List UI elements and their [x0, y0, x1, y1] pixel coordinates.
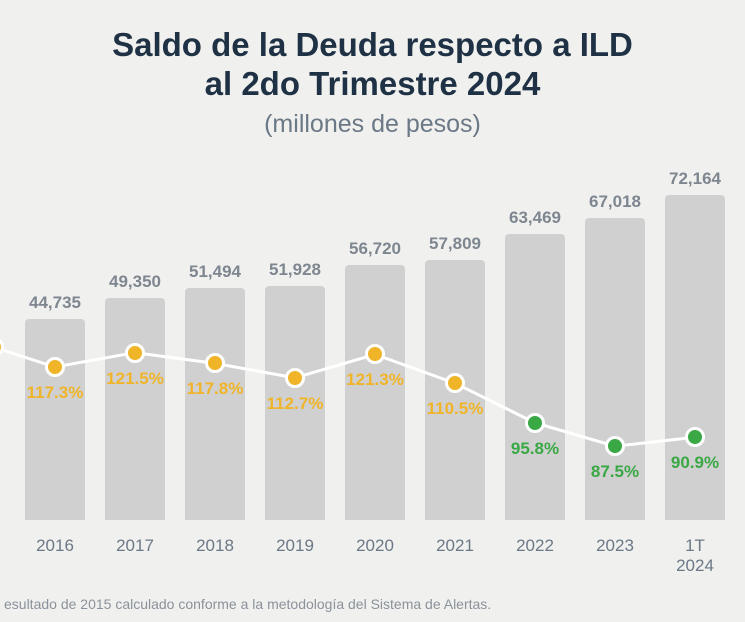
bar	[25, 319, 85, 520]
x-axis-label: 1T 2024	[670, 536, 720, 576]
chart-title-line1: Saldo de la Deuda respecto a ILD	[20, 26, 725, 65]
bar-value-label: 56,720	[349, 239, 401, 259]
bar-value-label: 63,469	[509, 208, 561, 228]
bar-value-label: 51,494	[189, 262, 241, 282]
x-axis-label: 2023	[596, 536, 634, 556]
bar-value-label: 49,350	[109, 272, 161, 292]
pct-label: 90.9%	[671, 453, 719, 473]
line-marker	[685, 427, 705, 447]
line-marker	[45, 357, 65, 377]
line-marker	[445, 373, 465, 393]
bar	[105, 298, 165, 520]
chart-area: 44,735 117.3% 49,350 121.5% 51,494 117.8% 51,9…	[0, 160, 745, 570]
x-axis-label: 2020	[356, 536, 394, 556]
bar-value-label: 72,164	[669, 169, 721, 189]
x-axis-label: 2019	[276, 536, 314, 556]
pct-label: 95.8%	[511, 439, 559, 459]
pct-label: 117.3%	[27, 383, 84, 403]
line-marker	[605, 436, 625, 456]
bar-value-label: 57,809	[429, 234, 481, 254]
line-marker	[205, 353, 225, 373]
chart-title-line2: al 2do Trimestre 2024	[20, 65, 725, 104]
bar-value-label: 67,018	[589, 192, 641, 212]
bar	[345, 265, 405, 520]
chart-subtitle: (millones de pesos)	[20, 110, 725, 139]
pct-label: 112.7%	[267, 394, 324, 414]
chart-footnote: esultado de 2015 calculado conforme a la…	[0, 596, 491, 612]
line-marker	[0, 337, 4, 357]
x-axis-label: 2022	[516, 536, 554, 556]
x-axis-label: 2021	[436, 536, 474, 556]
bar-value-label: 44,735	[29, 293, 81, 313]
bar	[185, 288, 245, 520]
x-axis-label: 2016	[36, 536, 74, 556]
pct-label: 110.5%	[427, 399, 484, 419]
pct-label: 121.3%	[346, 370, 404, 390]
x-axis-label: 2017	[116, 536, 154, 556]
line-marker	[525, 413, 545, 433]
bar-value-label: 51,928	[269, 260, 321, 280]
pct-label: 117.8%	[187, 379, 244, 399]
line-marker	[285, 368, 305, 388]
bar	[505, 234, 565, 520]
line-marker	[365, 344, 385, 364]
chart-header: Saldo de la Deuda respecto a ILD al 2do …	[0, 0, 745, 139]
pct-label: 87.5%	[591, 462, 639, 482]
chart-plot: 44,735 117.3% 49,350 121.5% 51,494 117.8% 51,9…	[0, 160, 745, 520]
line-marker	[125, 343, 145, 363]
pct-label: 121.5%	[106, 369, 164, 389]
x-axis-label: 2018	[196, 536, 234, 556]
